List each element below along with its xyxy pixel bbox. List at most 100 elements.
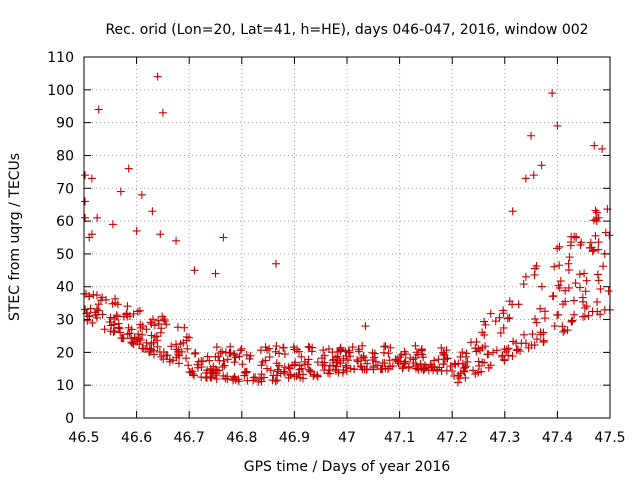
data-point bbox=[599, 262, 608, 271]
data-point bbox=[148, 315, 157, 324]
data-point bbox=[512, 346, 521, 355]
data-point bbox=[604, 287, 613, 296]
data-point bbox=[540, 307, 549, 316]
data-point bbox=[238, 360, 247, 369]
data-point bbox=[575, 270, 584, 279]
data-point bbox=[333, 358, 342, 367]
data-point bbox=[237, 344, 246, 353]
data-point bbox=[116, 187, 125, 196]
data-point bbox=[593, 270, 602, 279]
data-point bbox=[297, 364, 306, 373]
data-point bbox=[85, 233, 94, 242]
data-point bbox=[295, 365, 304, 374]
data-point bbox=[560, 326, 569, 335]
data-point bbox=[284, 373, 293, 382]
data-point bbox=[138, 322, 147, 331]
data-point bbox=[119, 334, 128, 343]
data-point bbox=[536, 304, 545, 313]
data-point bbox=[297, 352, 306, 361]
data-point bbox=[207, 366, 216, 375]
data-point bbox=[93, 213, 102, 222]
data-point bbox=[81, 213, 90, 222]
data-point bbox=[304, 342, 313, 351]
data-point bbox=[132, 226, 141, 235]
data-point bbox=[363, 359, 372, 368]
data-point bbox=[332, 362, 341, 371]
data-point bbox=[391, 355, 400, 364]
data-point bbox=[370, 349, 379, 358]
data-point bbox=[225, 348, 234, 357]
y-axis-label: STEC from uqrg / TECUs bbox=[7, 153, 23, 321]
data-point bbox=[460, 367, 469, 376]
data-point bbox=[149, 350, 158, 359]
data-point bbox=[271, 377, 280, 386]
data-point bbox=[381, 342, 390, 351]
data-point bbox=[265, 344, 274, 353]
data-point bbox=[555, 261, 564, 270]
data-point bbox=[242, 367, 251, 376]
data-point bbox=[495, 313, 504, 322]
data-point bbox=[124, 164, 133, 173]
data-point bbox=[443, 354, 452, 363]
data-point bbox=[517, 339, 526, 348]
data-point bbox=[480, 317, 489, 326]
y-tick-labels: 0 10 20 30 40 50 60 70 80 90 100 110 bbox=[47, 50, 74, 427]
data-point bbox=[93, 313, 102, 322]
data-point bbox=[472, 347, 481, 356]
data-point bbox=[550, 321, 559, 330]
data-point bbox=[559, 327, 568, 336]
data-point bbox=[183, 344, 192, 353]
data-point bbox=[177, 347, 186, 356]
data-point bbox=[86, 304, 95, 313]
data-point bbox=[211, 365, 220, 374]
data-point bbox=[521, 272, 530, 281]
data-point bbox=[174, 359, 183, 368]
data-point bbox=[578, 293, 587, 302]
data-point bbox=[81, 197, 90, 206]
x-tick-labels: 46.5 46.6 46.7 46.8 46.9 47 47.1 47.2 47.3 47.4 47… bbox=[68, 430, 625, 446]
data-point bbox=[320, 361, 329, 370]
data-point bbox=[594, 245, 603, 254]
data-point bbox=[489, 348, 498, 357]
data-point bbox=[105, 317, 114, 326]
data-point bbox=[362, 365, 371, 374]
data-point bbox=[292, 372, 301, 381]
data-point bbox=[593, 307, 602, 316]
data-point bbox=[439, 360, 448, 369]
data-point bbox=[556, 277, 565, 286]
data-point bbox=[388, 362, 397, 371]
data-point bbox=[477, 367, 486, 376]
data-point bbox=[532, 318, 541, 327]
data-point bbox=[221, 374, 230, 383]
data-point bbox=[184, 361, 193, 370]
data-point bbox=[153, 342, 162, 351]
data-point bbox=[197, 373, 206, 382]
data-point bbox=[226, 342, 235, 351]
data-points bbox=[80, 72, 614, 387]
data-point bbox=[256, 375, 265, 384]
data-point bbox=[319, 346, 328, 355]
data-point bbox=[570, 310, 579, 319]
data-point bbox=[361, 356, 370, 365]
data-point bbox=[504, 344, 513, 353]
y-tick-label: 20 bbox=[56, 345, 74, 361]
data-point bbox=[575, 283, 584, 292]
data-point bbox=[212, 343, 221, 352]
y-tick-label: 100 bbox=[47, 83, 74, 99]
data-point bbox=[399, 359, 408, 368]
data-point bbox=[541, 314, 550, 323]
data-point bbox=[212, 374, 221, 383]
data-point bbox=[275, 349, 284, 358]
data-point bbox=[553, 244, 562, 253]
data-point bbox=[491, 317, 500, 326]
data-point bbox=[376, 365, 385, 374]
data-point bbox=[571, 279, 580, 288]
data-point bbox=[521, 174, 530, 183]
data-point bbox=[111, 298, 120, 307]
data-point bbox=[346, 352, 355, 361]
axis-ticks bbox=[83, 56, 611, 419]
data-point bbox=[147, 331, 156, 340]
data-point bbox=[234, 377, 243, 386]
data-point bbox=[594, 213, 603, 222]
x-tick-label: 47 bbox=[338, 430, 356, 446]
